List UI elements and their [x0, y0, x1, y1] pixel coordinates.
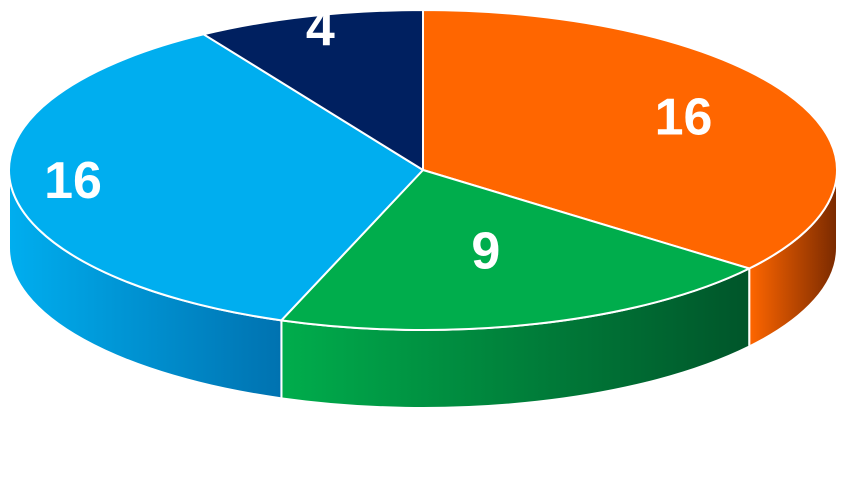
- pie-data-labels: 16 9 16 4: [44, 0, 712, 280]
- pie-data-label-2: 16: [44, 152, 102, 210]
- pie-data-label-1: 9: [471, 222, 500, 280]
- pie-data-label-0: 16: [655, 89, 713, 147]
- pie-slice-1: [280, 169, 751, 331]
- pie-slice-0: [422, 9, 838, 270]
- pie-slices: [8, 9, 838, 331]
- pie-slice-3: [202, 9, 424, 171]
- pie-data-label-3: 4: [306, 0, 335, 57]
- pie-slice-2: [8, 33, 424, 322]
